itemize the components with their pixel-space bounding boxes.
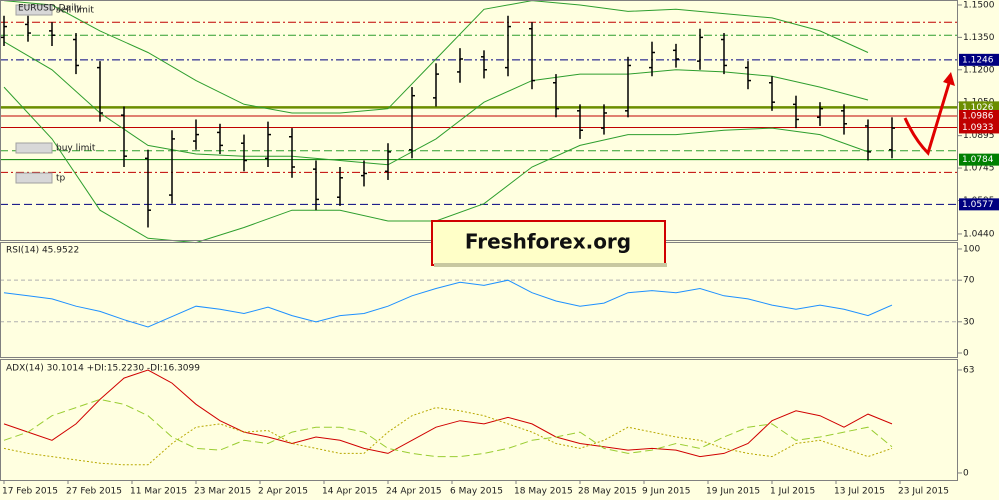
y-tick-label: 1.1350 [963,33,995,43]
redacted-box [15,142,53,154]
indicator-line [3,398,893,458]
y-tick-label: 1.1200 [963,65,995,75]
x-tick-label: 2 Apr 2015 [258,487,308,497]
level-tag [959,53,999,66]
bollinger-band [3,0,869,114]
y-tick-label: 1.0440 [963,229,995,239]
watermark: Freshforex.org [431,220,667,267]
x-tick-label: 9 Jun 2015 [642,487,690,497]
annotation: sell limit [56,6,94,16]
arrow-head [943,72,955,86]
level-label: 1.0577 [962,200,994,210]
level-tag [959,121,999,134]
pane-title: ADX(14) 30.1014 +DI:15.2230 -DI:16.3099 [6,364,200,374]
indicator-line [3,369,893,458]
forecast-arrow [903,79,952,156]
pane-title: EURUSD,Daily [18,4,82,14]
watermark-shadow [434,263,667,267]
x-tick-label: 28 May 2015 [578,487,637,497]
redacted-box [15,172,53,184]
y-tick-label: 0 [963,468,969,478]
level-label: 1.0784 [962,155,994,165]
annotation: buy limit [56,144,96,154]
level-label: 1.1246 [962,55,994,65]
y-tick-label: 100 [963,244,980,254]
indicator-line [3,279,893,328]
annotation: tp [56,174,66,184]
level-label: 1.0986 [962,112,994,122]
y-tick-label: 30 [963,317,975,327]
y-tick-label: 70 [963,276,975,286]
x-tick-label: 24 Apr 2015 [386,487,442,497]
x-tick-label: 11 Mar 2015 [130,487,187,497]
x-tick-label: 27 Feb 2015 [66,487,122,497]
x-tick-label: 23 Jul 2015 [898,487,949,497]
level-label: 1.0933 [962,123,994,133]
y-tick-label: 1.1500 [963,0,995,10]
watermark-text: Freshforex.org [465,230,631,254]
x-tick-label: 18 May 2015 [514,487,573,497]
y-tick-label: 1.0745 [963,164,995,174]
level-tag [959,198,999,211]
x-tick-label: 14 Apr 2015 [322,487,378,497]
pane-title: RSI(14) 45.9522 [6,246,79,256]
y-tick-label: 0 [963,349,969,359]
x-tick-label: 1 Jul 2015 [770,487,815,497]
x-tick-label: 17 Feb 2015 [2,487,58,497]
x-tick-label: 23 Mar 2015 [194,487,251,497]
y-tick-label: 1.0895 [963,131,995,141]
redacted-box [15,4,53,16]
x-tick-label: 19 Jun 2015 [706,487,760,497]
x-tick-label: 6 May 2015 [450,487,503,497]
x-tick-label: 13 Jul 2015 [834,487,885,497]
indicator-line [3,407,893,466]
y-tick-label: 63 [963,365,974,375]
level-label: 1.1026 [962,103,994,113]
level-tag [959,110,999,123]
level-tag [959,153,999,166]
pane-frame [0,359,958,481]
